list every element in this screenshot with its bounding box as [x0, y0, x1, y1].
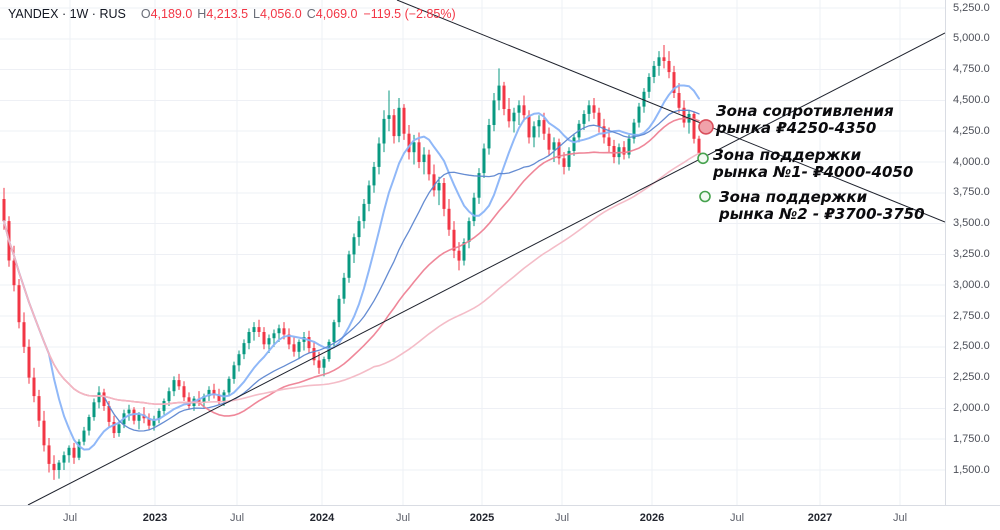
y-axis-label: 4,500.0: [953, 93, 990, 106]
y-axis-label: 2,250.0: [953, 371, 990, 384]
x-axis-label: Jul: [892, 512, 908, 524]
x-axis-label: 2023: [142, 512, 168, 524]
y-axis-label: 4,000.0: [953, 155, 990, 168]
annotation-line: Зона поддержки: [719, 188, 868, 206]
annotation-line: рынка №2 - ₽3700-3750: [719, 205, 925, 223]
price-axis[interactable]: 5,250.0 5,000.0 4,750.0 4,500.0 4,250.0 4,000…: [945, 0, 1000, 530]
open-value: 4,189.0: [150, 7, 193, 21]
high-label: H: [197, 7, 207, 21]
grid-layer: [0, 0, 945, 505]
low-value: 4,056.0: [260, 7, 302, 21]
annotation-resistance-zone[interactable]: Зона сопротивления рынка ₽4250-4350: [716, 103, 894, 137]
open-label: O: [140, 7, 151, 21]
x-axis-label: 2027: [807, 512, 833, 524]
x-axis-label: 2024: [309, 512, 335, 524]
support-zone-2-marker-icon[interactable]: [699, 190, 711, 203]
x-axis-label: Jul: [229, 512, 245, 524]
chart-plot-area[interactable]: YANDEX · 1W · RUS O4,189.0 H4,213.5 L4,056.…: [0, 0, 945, 505]
annotation-support-zone-1[interactable]: Зона поддержки рынка №1- ₽4000-4050: [713, 147, 913, 181]
y-axis-label: 1,500.0: [953, 463, 990, 476]
candlestick-chart[interactable]: [0, 0, 945, 505]
support-zone-1-marker-icon[interactable]: [697, 152, 709, 165]
close-value: 4,069.0: [315, 7, 358, 21]
high-value: 4,213.5: [206, 7, 249, 21]
change-value: −119.5 (−2.85%): [363, 7, 456, 21]
resistance-zone-marker-icon[interactable]: [698, 119, 714, 135]
y-axis-label: 4,750.0: [953, 63, 990, 76]
ma-line-21: [3, 109, 700, 432]
symbol-legend: YANDEX · 1W · RUS O4,189.0 H4,213.5 L4,056.…: [8, 7, 456, 21]
annotation-line: рынка ₽4250-4350: [716, 119, 877, 137]
x-axis-label: 2026: [639, 512, 665, 524]
y-axis-label: 2,750.0: [953, 309, 990, 322]
ma-line-10: [3, 84, 700, 451]
annotation-line: Зона сопротивления: [716, 102, 894, 120]
y-axis-label: 3,750.0: [953, 186, 990, 199]
y-axis-label: 3,250.0: [953, 247, 990, 260]
annotation-support-zone-2[interactable]: Зона поддержки рынка №2 - ₽3700-3750: [719, 189, 925, 223]
trendline-descending[interactable]: [396, 0, 945, 223]
x-axis-label: Jul: [62, 512, 78, 524]
y-axis-label: 4,250.0: [953, 124, 990, 137]
close-label: C: [306, 7, 316, 21]
x-axis-label: Jul: [729, 512, 745, 524]
y-axis-label: 2,000.0: [953, 401, 990, 414]
time-axis[interactable]: Jul 2023 Jul 2024 Jul 2025 Jul 2026 Jul 2027 Jul: [0, 505, 1000, 530]
y-axis-label: 5,000.0: [953, 32, 990, 45]
x-axis-label: Jul: [395, 512, 411, 524]
y-axis-label: 5,250.0: [953, 1, 990, 14]
candles-layer: [2, 44, 701, 480]
y-axis-label: 3,500.0: [953, 217, 990, 230]
y-axis-label: 1,750.0: [953, 432, 990, 445]
annotation-line: Зона поддержки: [713, 146, 862, 164]
x-axis-label: 2025: [469, 512, 495, 524]
ma-line-75: [3, 152, 700, 406]
symbol-title[interactable]: YANDEX · 1W · RUS: [8, 7, 126, 21]
annotation-line: рынка №1- ₽4000-4050: [713, 163, 914, 181]
low-label: L: [253, 7, 260, 21]
x-axis-label: Jul: [554, 512, 570, 524]
y-axis-label: 2,500.0: [953, 340, 990, 353]
trendline-ascending[interactable]: [27, 32, 945, 505]
y-axis-label: 3,000.0: [953, 278, 990, 291]
ma-line-40: [3, 117, 700, 417]
